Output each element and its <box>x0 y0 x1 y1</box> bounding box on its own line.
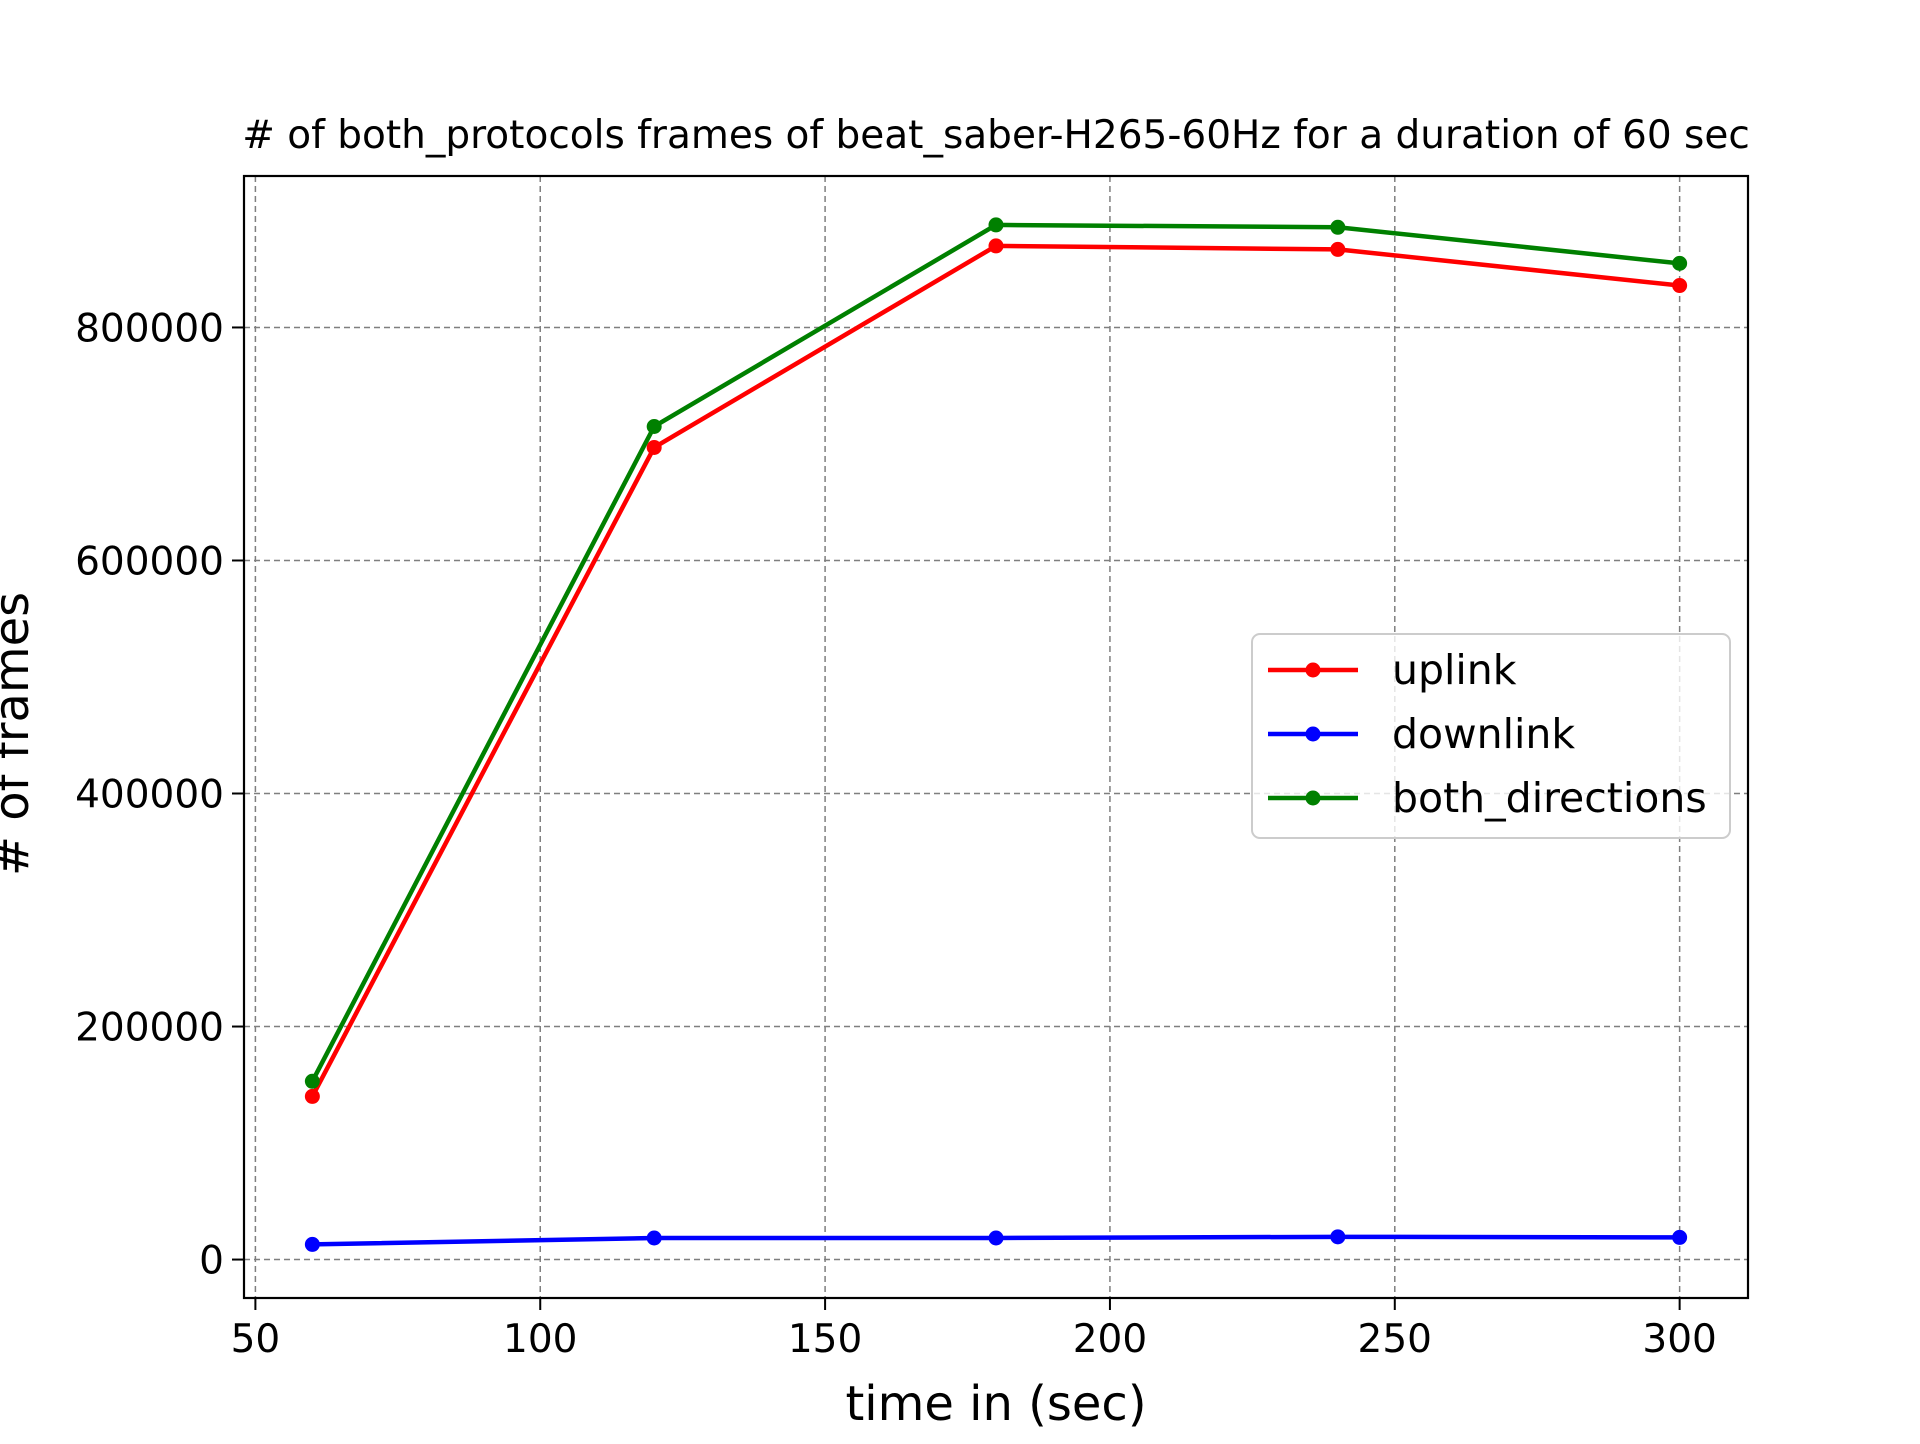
data-point <box>988 238 1004 254</box>
data-point <box>1330 1229 1346 1245</box>
legend-label: both_directions <box>1392 774 1707 822</box>
series-both_directions <box>304 217 1688 1089</box>
y-tick-label: 800000 <box>75 306 224 351</box>
y-tick-label: 600000 <box>75 539 224 584</box>
data-series <box>304 217 1688 1252</box>
x-axis-label: time in (sec) <box>845 1376 1146 1432</box>
x-tick-label: 100 <box>503 1317 577 1362</box>
axis-ticks: 50 100 150 200 250 300 0 200000 400000 600000 8000… <box>75 306 1717 1362</box>
data-point <box>646 1230 662 1246</box>
grid-lines <box>244 176 1748 1298</box>
data-point <box>1330 241 1346 257</box>
legend-box <box>1251 633 1731 839</box>
legend-item-downlink: downlink <box>1268 710 1575 758</box>
legend-marker <box>1305 726 1321 742</box>
data-point <box>304 1236 320 1252</box>
data-point <box>1330 219 1346 235</box>
x-tick-label: 300 <box>1642 1317 1716 1362</box>
data-point <box>988 1230 1004 1246</box>
x-tick-label: 200 <box>1073 1317 1147 1362</box>
legend-marker <box>1305 662 1321 678</box>
data-point <box>304 1088 320 1104</box>
x-tick-label: 250 <box>1358 1317 1432 1362</box>
data-point <box>304 1073 320 1089</box>
legend-label: uplink <box>1392 646 1517 694</box>
data-point <box>988 217 1004 233</box>
y-tick-label: 200000 <box>75 1006 224 1051</box>
data-point <box>1672 255 1688 271</box>
legend: uplink downlink both_directions <box>1251 633 1731 839</box>
legend-item-uplink: uplink <box>1268 646 1517 694</box>
data-point <box>646 439 662 455</box>
x-tick-label: 50 <box>231 1317 281 1362</box>
plot-area-frame <box>242 174 1750 1300</box>
y-tick-label: 400000 <box>75 773 224 818</box>
data-point <box>1672 278 1688 294</box>
chart-title: # of both_protocols frames of beat_saber… <box>242 113 1750 158</box>
series-uplink <box>304 238 1688 1104</box>
data-point <box>646 418 662 434</box>
legend-marker <box>1305 790 1321 806</box>
y-tick-label: 0 <box>199 1239 224 1284</box>
series-downlink <box>304 1229 1688 1252</box>
legend-label: downlink <box>1392 710 1575 758</box>
x-tick-label: 150 <box>788 1317 862 1362</box>
data-point <box>1672 1229 1688 1245</box>
y-axis-label: # of frames <box>0 592 40 876</box>
legend-item-both_directions: both_directions <box>1268 774 1707 822</box>
